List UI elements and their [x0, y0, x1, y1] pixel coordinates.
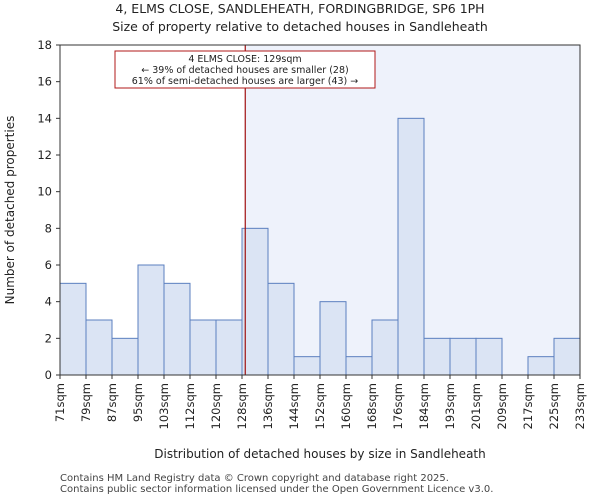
y-tick-label: 4: [45, 295, 52, 309]
histogram-bar: [527, 356, 555, 376]
x-tick-label: 79sqm: [79, 383, 93, 422]
x-tick-label: 152sqm: [313, 383, 327, 429]
x-tick-label: 217sqm: [521, 383, 535, 429]
x-tick-label: 168sqm: [365, 383, 379, 429]
histogram-bar: [397, 117, 425, 376]
y-tick-label: 6: [45, 258, 52, 272]
histogram-chart: 0 2 4 6 8 10 12 14 16 18 71sqm 79sqm 87sqm 95sqm 103s…: [3, 38, 587, 461]
histogram-bar: [553, 337, 581, 376]
x-tick-label: 225sqm: [547, 383, 561, 429]
histogram-bar: [319, 301, 347, 376]
histogram-bar: [475, 337, 503, 376]
histogram-bar: [241, 227, 269, 376]
x-axis-label: Distribution of detached houses by size …: [154, 447, 485, 461]
y-tick-label: 12: [37, 148, 52, 162]
histogram-bar: [345, 356, 373, 376]
y-axis-label: Number of detached properties: [3, 116, 17, 305]
x-tick-label: 87sqm: [105, 383, 119, 422]
histogram-bar: [85, 319, 113, 376]
histogram-bar: [267, 282, 295, 376]
annotation-line-2: ← 39% of detached houses are smaller (28…: [141, 65, 348, 76]
x-tick-label: 233sqm: [573, 383, 587, 429]
histogram-bar: [111, 337, 139, 376]
y-tick-label: 10: [37, 185, 52, 199]
chart-subtitle: Size of property relative to detached ho…: [112, 19, 488, 34]
histogram-bar: [293, 356, 321, 376]
x-tick-label: 184sqm: [417, 383, 431, 429]
chart-title-address: 4, ELMS CLOSE, SANDLEHEATH, FORDINGBRIDG…: [115, 1, 485, 16]
x-tick-label: 120sqm: [209, 383, 223, 429]
x-tick-label: 128sqm: [235, 383, 249, 429]
x-tick-label: 160sqm: [339, 383, 353, 429]
annotation-line-1: 4 ELMS CLOSE: 129sqm: [188, 54, 301, 65]
annotation-line-3: 61% of semi-detached houses are larger (…: [132, 76, 359, 87]
y-tick-label: 8: [45, 221, 52, 235]
x-tick-label: 71sqm: [53, 383, 67, 422]
histogram-bar: [137, 264, 165, 376]
histogram-bar: [449, 337, 477, 376]
y-tick-label: 14: [37, 111, 52, 125]
y-tick-label: 0: [45, 368, 52, 382]
histogram-bar: [163, 282, 191, 376]
x-tick-label: 144sqm: [287, 383, 301, 429]
x-tick-label: 201sqm: [469, 383, 483, 429]
y-tick-label: 2: [45, 331, 52, 345]
x-tick-label: 193sqm: [443, 383, 457, 429]
footer-licence: Contains public sector information licen…: [60, 484, 494, 495]
x-tick-label: 95sqm: [131, 383, 145, 422]
histogram-bar: [189, 319, 217, 376]
histogram-bar: [371, 319, 399, 376]
x-tick-label: 112sqm: [183, 383, 197, 429]
histogram-bar: [59, 282, 87, 376]
x-tick-label: 209sqm: [495, 383, 509, 429]
histogram-bar: [215, 319, 243, 376]
y-tick-label: 16: [37, 75, 52, 89]
footer-copyright: Contains HM Land Registry data © Crown c…: [60, 473, 449, 484]
annotation-box: 4 ELMS CLOSE: 129sqm ← 39% of detached h…: [114, 50, 376, 89]
histogram-bar: [423, 337, 451, 376]
x-tick-label: 176sqm: [391, 383, 405, 429]
x-tick-label: 136sqm: [261, 383, 275, 429]
x-tick-label: 103sqm: [157, 383, 171, 429]
y-tick-label: 18: [37, 38, 52, 52]
